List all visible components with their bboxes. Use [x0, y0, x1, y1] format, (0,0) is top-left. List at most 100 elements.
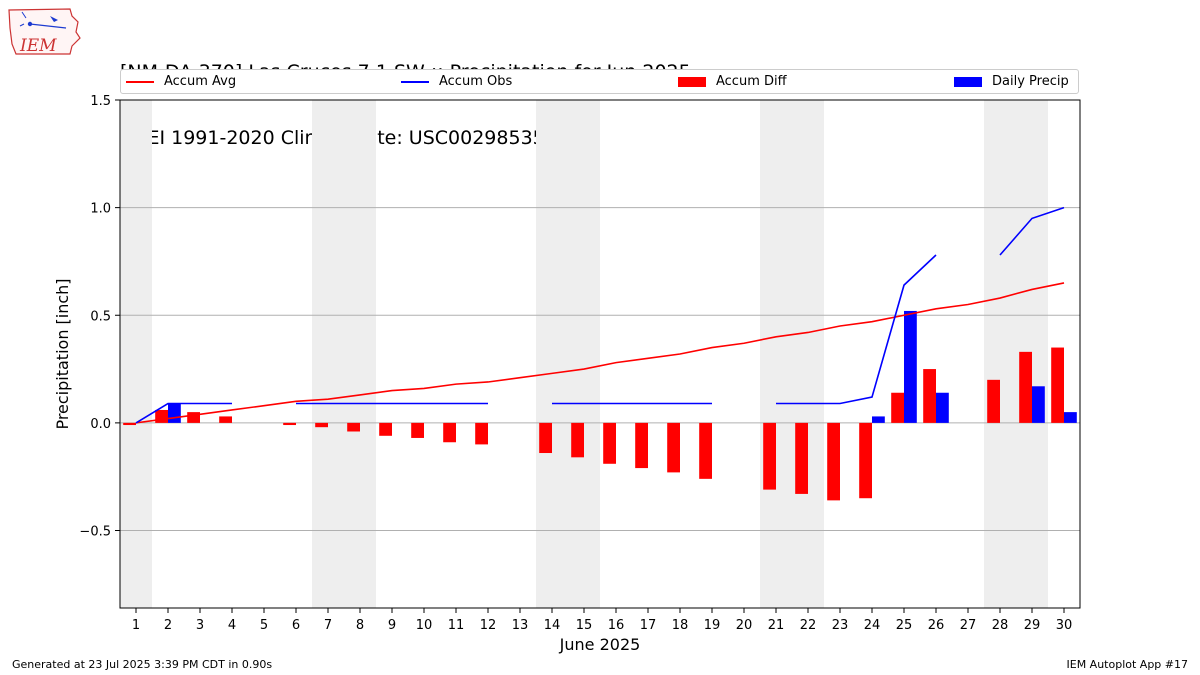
x-tick-label: 14: [544, 618, 561, 633]
weekend-band-day-8: [344, 100, 376, 608]
accum-diff-bar-day-9: [379, 422, 392, 436]
x-tick-label: 16: [608, 618, 625, 633]
accum-diff-bar-day-21: [763, 422, 776, 490]
x-tick-label: 21: [768, 618, 785, 633]
daily-precip-bar-day-24: [872, 416, 885, 423]
x-tick-label: 18: [672, 618, 689, 633]
x-tick-label: 25: [896, 618, 913, 633]
y-tick-label: 0.5: [90, 309, 111, 324]
logo-text: IEM: [19, 36, 57, 56]
accum-obs-line-segment-5: [999, 206, 1065, 256]
x-tick-label: 17: [640, 618, 657, 633]
weekend-band-day-14: [536, 100, 568, 608]
legend-item-accum-obs: Accum Obs: [401, 74, 512, 89]
accum-diff-bar-day-2: [155, 409, 168, 423]
x-tick-label: 2: [164, 618, 172, 633]
x-tick-label: 13: [512, 618, 529, 633]
y-axis-label: Precipitation [inch]: [53, 278, 72, 429]
weekend-band-day-28: [984, 100, 1016, 608]
daily-precip-bar-day-29: [1032, 386, 1045, 423]
x-tick-label: 4: [228, 618, 236, 633]
x-tick-label: 10: [416, 618, 433, 633]
accum-diff-bar-day-25: [891, 392, 904, 423]
accum-diff-bar-day-30: [1051, 347, 1064, 423]
plot-frame: [119, 99, 1081, 609]
x-tick-label: 1: [132, 618, 140, 633]
accum-diff-bar-day-19: [699, 422, 712, 479]
chart-legend: Accum Avg Accum Obs Accum Diff Daily Pre…: [120, 69, 1079, 94]
x-tick-label: 27: [960, 618, 977, 633]
weekend-band-day-7: [312, 100, 344, 608]
legend-item-accum-diff: Accum Diff: [678, 74, 787, 89]
x-tick-label: 15: [576, 618, 593, 633]
footer-generated: Generated at 23 Jul 2025 3:39 PM CDT in …: [12, 658, 273, 671]
daily-precip-bar-day-25: [904, 310, 917, 423]
accum-diff-bar-day-28: [987, 379, 1000, 423]
legend-swatch-accum-avg: [126, 80, 154, 83]
accum-diff-bar-day-15: [571, 422, 584, 458]
x-tick-label: 5: [260, 618, 268, 633]
y-tick-label: −0.5: [79, 525, 111, 540]
weekend-band-day-1: [120, 100, 152, 608]
legend-swatch-accum-diff: [678, 76, 706, 87]
x-tick-label: 7: [324, 618, 332, 633]
x-tick-label: 26: [928, 618, 945, 633]
x-axis-ticks: 1 2 3 4 5 6 7 8 9 10 11 12 13 14 15 16 17 18 19 20 21 22 23 24 2…: [132, 608, 1072, 633]
accum-diff-bar-day-14: [539, 422, 552, 454]
x-tick-label: 19: [704, 618, 721, 633]
accum-diff-bar-day-23: [827, 422, 840, 501]
accum-obs-line-segment-4: [776, 254, 937, 405]
accum-diff-bar-day-10: [411, 422, 424, 438]
accum-diff-bar-day-4: [219, 416, 232, 423]
accum-avg-line: [135, 282, 1065, 424]
x-tick-label: 8: [356, 618, 364, 633]
accum-diff-bar-day-24: [859, 422, 872, 499]
x-tick-label: 11: [448, 618, 465, 633]
accum-diff-bar-day-22: [795, 422, 808, 494]
daily-precip-bar-day-2: [168, 403, 181, 423]
x-tick-label: 23: [832, 618, 849, 633]
accum-diff-bar-day-3: [187, 412, 200, 423]
accum-diff-bar-day-8: [347, 422, 360, 432]
footer-app: IEM Autoplot App #17: [1066, 658, 1189, 671]
daily-precip-bar-day-30: [1064, 412, 1077, 423]
accum-diff-bar-day-6: [283, 422, 296, 426]
weekend-band-day-21: [760, 100, 792, 608]
x-tick-label: 6: [292, 618, 300, 633]
weekend-band-day-22: [792, 100, 824, 608]
legend-label-accum-avg: Accum Avg: [164, 74, 237, 89]
accum-diff-bar-day-1: [123, 422, 136, 426]
x-tick-label: 12: [480, 618, 497, 633]
x-tick-label: 28: [992, 618, 1009, 633]
legend-item-accum-avg: Accum Avg: [126, 74, 236, 89]
accum-diff-bar-day-11: [443, 422, 456, 443]
x-tick-label: 9: [388, 618, 396, 633]
x-tick-label: 22: [800, 618, 817, 633]
x-axis-label: June 2025: [559, 635, 641, 654]
x-tick-label: 30: [1056, 618, 1073, 633]
legend-label-accum-obs: Accum Obs: [439, 74, 513, 89]
daily-precip-bar-day-26: [936, 392, 949, 423]
iem-logo: IEM: [6, 4, 82, 60]
accum-diff-bar-day-17: [635, 422, 648, 469]
accum-obs-line-segment-1: [135, 402, 232, 424]
accum-diff-bar-day-18: [667, 422, 680, 473]
accum-diff-bar-day-7: [315, 422, 328, 428]
legend-item-daily-precip: Daily Precip: [954, 74, 1069, 89]
accum-diff-bar-day-29: [1019, 351, 1032, 423]
x-tick-label: 29: [1024, 618, 1041, 633]
accum-diff-bar-day-26: [923, 369, 936, 423]
legend-label-accum-diff: Accum Diff: [716, 74, 787, 89]
x-tick-label: 3: [196, 618, 204, 633]
legend-swatch-daily-precip: [954, 76, 982, 87]
accum-diff-bar-day-16: [603, 422, 616, 464]
legend-swatch-accum-obs: [401, 80, 429, 83]
y-tick-label: 0.0: [90, 417, 111, 432]
lines: [135, 206, 1065, 424]
weekend-band-day-15: [568, 100, 600, 608]
accum-diff-bar-day-12: [475, 422, 488, 445]
iowa-map-icon: IEM: [8, 8, 81, 56]
y-tick-label: 1.0: [90, 202, 111, 217]
legend-label-daily-precip: Daily Precip: [992, 74, 1069, 89]
